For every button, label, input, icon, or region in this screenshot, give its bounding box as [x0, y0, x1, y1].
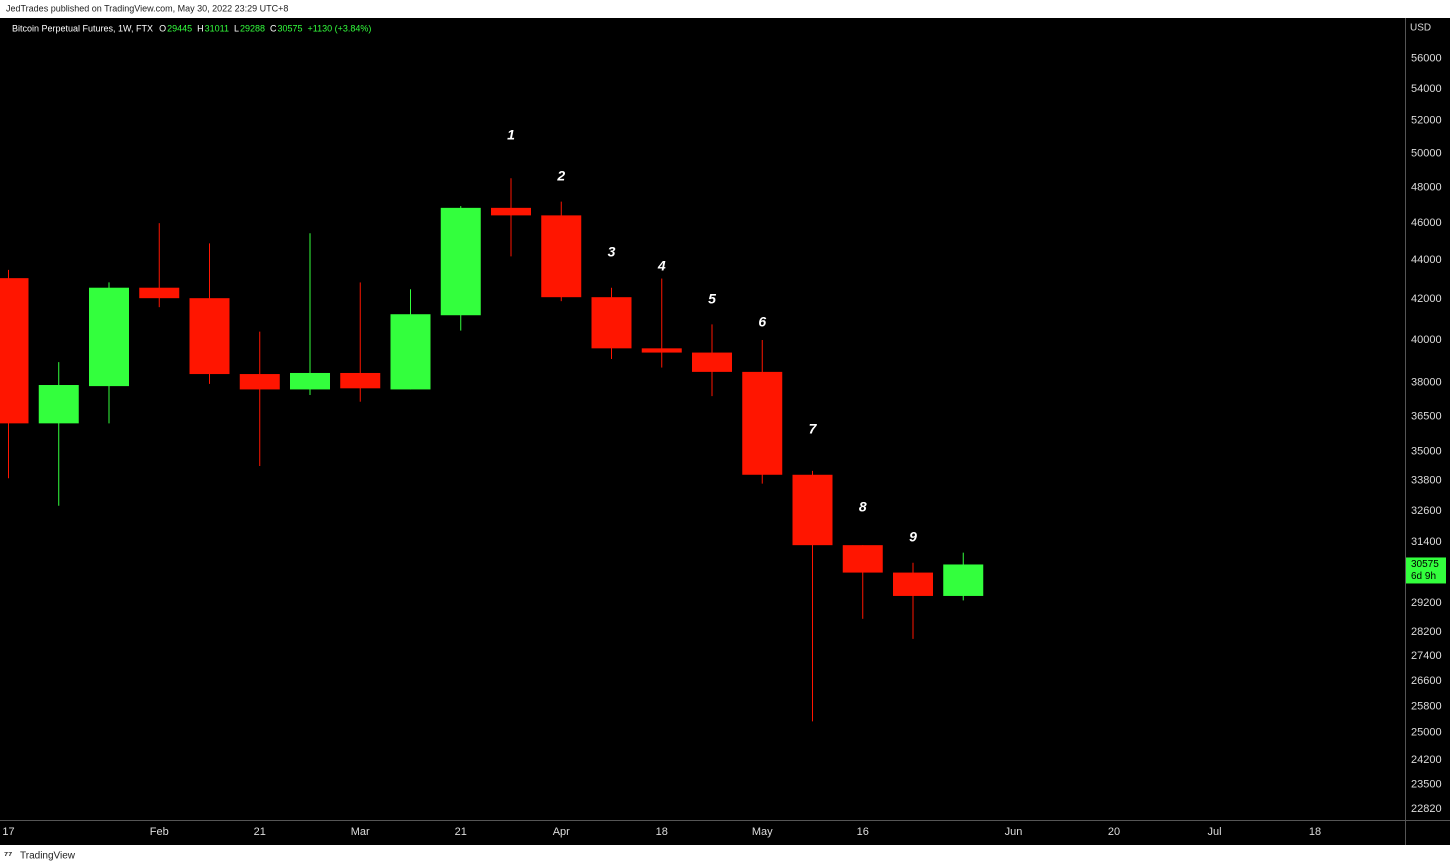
chart-background	[0, 18, 1450, 845]
candle-body	[390, 314, 431, 390]
candle-body	[0, 278, 29, 424]
price-label-box	[1406, 557, 1446, 584]
legend-prefix: O	[159, 23, 166, 33]
y-tick-label: 40000	[1411, 334, 1442, 346]
y-tick-label: 42000	[1411, 293, 1442, 305]
candle-body	[692, 352, 732, 372]
legend: Bitcoin Perpetual Futures, 1W, FTX O 2944…	[12, 23, 371, 33]
y-tick-label: 29200	[1411, 597, 1442, 609]
candle-body	[491, 207, 531, 216]
legend-prefix: C	[270, 23, 277, 33]
y-tick-label: 25800	[1411, 700, 1442, 712]
y-tick-label: 28200	[1411, 626, 1442, 638]
candle-body	[189, 298, 230, 375]
candle-body	[943, 564, 984, 596]
candle-body	[38, 385, 79, 424]
y-tick-label: 31400	[1411, 536, 1442, 548]
annotation: 2	[556, 168, 565, 184]
candle-body	[792, 474, 833, 546]
candle-body	[893, 572, 933, 596]
symbol: Bitcoin Perpetual Futures, 1W, FTX	[12, 23, 153, 33]
annotation: 4	[657, 258, 666, 274]
brand-logo: ⁷⁷	[4, 851, 12, 862]
currency-label: USD	[1410, 23, 1431, 34]
legend-value: 29445	[167, 23, 192, 33]
y-tick-label: 36500	[1411, 410, 1442, 422]
x-tick-label: 18	[656, 826, 668, 838]
y-tick-label: 25000	[1411, 727, 1442, 739]
y-tick-label: 26600	[1411, 675, 1442, 687]
x-tick-label: 16	[857, 826, 869, 838]
x-tick-label: Mar	[351, 826, 370, 838]
candle-body	[641, 348, 682, 353]
y-tick-label: 44000	[1411, 254, 1442, 266]
candle-body	[239, 374, 280, 390]
y-tick-label: 23500	[1411, 778, 1442, 790]
price-label: 30575	[1411, 559, 1439, 570]
x-tick-label: Feb	[150, 826, 169, 838]
candle-body	[591, 297, 632, 349]
annotation: 7	[809, 421, 818, 437]
y-tick-label: 46000	[1411, 217, 1442, 229]
annotation: 6	[758, 314, 766, 330]
y-tick-label: 38000	[1411, 377, 1442, 389]
candle-body	[440, 207, 481, 316]
legend-change: +1130 (+3.84%)	[308, 23, 372, 33]
y-tick-label: 52000	[1411, 115, 1442, 127]
y-tick-label: 50000	[1411, 147, 1442, 159]
x-tick-label: 18	[1309, 826, 1321, 838]
annotation: 8	[859, 499, 867, 515]
legend-value: 31011	[205, 23, 229, 33]
publisher-line: JedTrades published on TradingView.com, …	[6, 3, 288, 13]
x-tick-label: 21	[254, 826, 266, 838]
y-tick-label: 22820	[1411, 803, 1442, 815]
legend-value: 30575	[278, 23, 303, 33]
y-tick-label: 24200	[1411, 754, 1442, 766]
annotation: 3	[608, 244, 616, 260]
x-tick-label: 21	[455, 826, 467, 838]
y-tick-label: 35000	[1411, 445, 1442, 457]
y-tick-label: 27400	[1411, 650, 1442, 662]
countdown-label: 6d 9h	[1411, 571, 1436, 582]
legend-prefix: H	[197, 23, 204, 33]
x-tick-label: May	[752, 826, 773, 838]
legend-prefix: L	[234, 23, 239, 33]
x-tick-label: Jul	[1207, 826, 1221, 838]
y-tick-label: 32600	[1411, 505, 1442, 517]
candle-body	[139, 287, 180, 299]
y-tick-label: 54000	[1411, 83, 1442, 95]
candle-body	[842, 545, 883, 573]
x-tick-label: Jun	[1005, 826, 1023, 838]
annotation: 9	[909, 529, 917, 545]
brand: TradingView	[20, 851, 76, 862]
x-tick-label: Apr	[553, 826, 570, 838]
y-tick-label: 33800	[1411, 475, 1442, 487]
y-tick-label: 56000	[1411, 53, 1442, 65]
annotation: 1	[507, 127, 515, 143]
x-tick-label: 20	[1108, 826, 1120, 838]
candle-body	[541, 215, 582, 298]
candle-body	[89, 287, 129, 387]
x-tick-label: 17	[2, 826, 14, 838]
annotation: 5	[708, 291, 716, 307]
legend-value: 29288	[240, 23, 265, 33]
y-tick-label: 48000	[1411, 181, 1442, 193]
candle-body	[290, 372, 330, 390]
candle-body	[340, 372, 381, 389]
candle-body	[742, 371, 783, 475]
